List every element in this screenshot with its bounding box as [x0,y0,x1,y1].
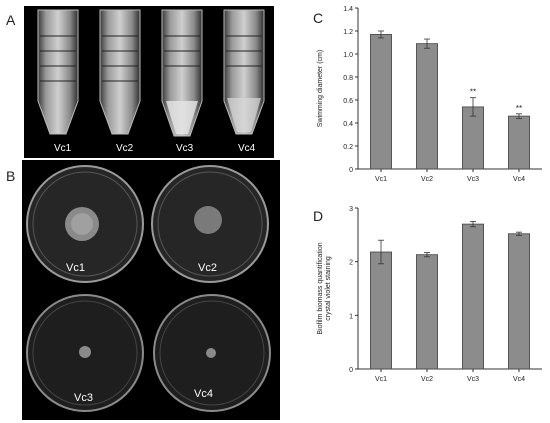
chart-d-x-tick-label: Vc1 [375,376,387,383]
chart-d-bar [462,223,484,370]
plate-2 [151,165,269,283]
chart-c-significance-mark: ** [470,88,476,97]
plates-photo: Vc1 Vc2 Vc3 Vc4 [22,160,280,420]
plate-4 [153,294,271,412]
plates-illustration [26,165,271,412]
chart-d-y-axis-label: crystal violet staining [325,256,332,321]
tube-4 [223,9,265,135]
chart-c-y-tick-label: 0.8 [343,75,353,82]
tube-label-vc2: Vc2 [116,143,134,154]
chart-d-bar [370,251,392,370]
chart-d-y-tick-label: 1 [349,313,353,320]
chart-c-x-tick-label: Vc4 [513,176,525,183]
swimming-diameter-chart: 0 0.2 0.4 0.6 0.8 1.0 1.2 1.4 Swimming diameter … [317,6,542,183]
chart-c-x-tick-label: Vc2 [421,176,433,183]
chart-d-bar [508,233,530,370]
chart-c-y-tick-label: 0.6 [343,98,353,105]
plate-label-vc1: Vc1 [66,262,85,274]
chart-c-x-tick-label: Vc1 [375,176,387,183]
tube-3 [161,9,203,137]
chart-c-bar [370,34,392,170]
chart-d-y-tick-label: 0 [349,367,353,374]
chart-d-x-tick-label: Vc3 [467,376,479,383]
chart-c-y-tick-label: 0.4 [343,121,353,128]
chart-d-bar [416,254,438,370]
chart-c-y-tick-label: 1.0 [343,52,353,59]
panel-label-a: A [6,12,16,28]
tube-2 [99,9,141,135]
tube-1 [37,9,79,135]
chart-c-y-tick-label: 0.2 [343,144,353,151]
chart-d-x-tick-label: Vc4 [513,376,525,383]
tube-label-vc3: Vc3 [176,143,194,154]
chart-c-y-axis-label: Swimming diameter (cm) [317,50,324,127]
tubes-illustration [37,9,265,137]
chart-c-bar [508,115,530,170]
chart-c-significance-mark: ** [516,104,522,113]
plate-1 [26,165,144,283]
chart-c-y-tick-label: 0 [349,167,353,174]
plate-label-vc3: Vc3 [74,392,93,404]
panel-label-c: C [313,10,324,26]
biofilm-biomass-chart: 0 1 2 3 Biofilm biomass quantification crysta… [317,206,542,383]
chart-c-bar [416,43,438,170]
chart-c-x-tick-label: Vc3 [467,176,479,183]
chart-d-y-axis-label: Biofilm biomass quantification [317,242,324,334]
chart-c-y-tick-label: 1.4 [343,6,353,13]
tubes-photo: Vc1 Vc2 Vc3 Vc4 [24,6,274,158]
chart-d-y-tick-label: 3 [349,206,353,213]
tube-label-vc4: Vc4 [238,143,256,154]
chart-d-x-tick-label: Vc2 [421,376,433,383]
chart-d-y-tick-label: 2 [349,260,353,267]
plate-label-vc2: Vc2 [198,262,217,274]
panel-label-d: D [313,208,324,224]
plate-label-vc4: Vc4 [194,388,213,400]
panel-label-b: B [6,168,16,184]
tube-label-vc1: Vc1 [54,143,72,154]
plate-3 [26,294,144,412]
chart-c-y-tick-label: 1.2 [343,29,353,36]
